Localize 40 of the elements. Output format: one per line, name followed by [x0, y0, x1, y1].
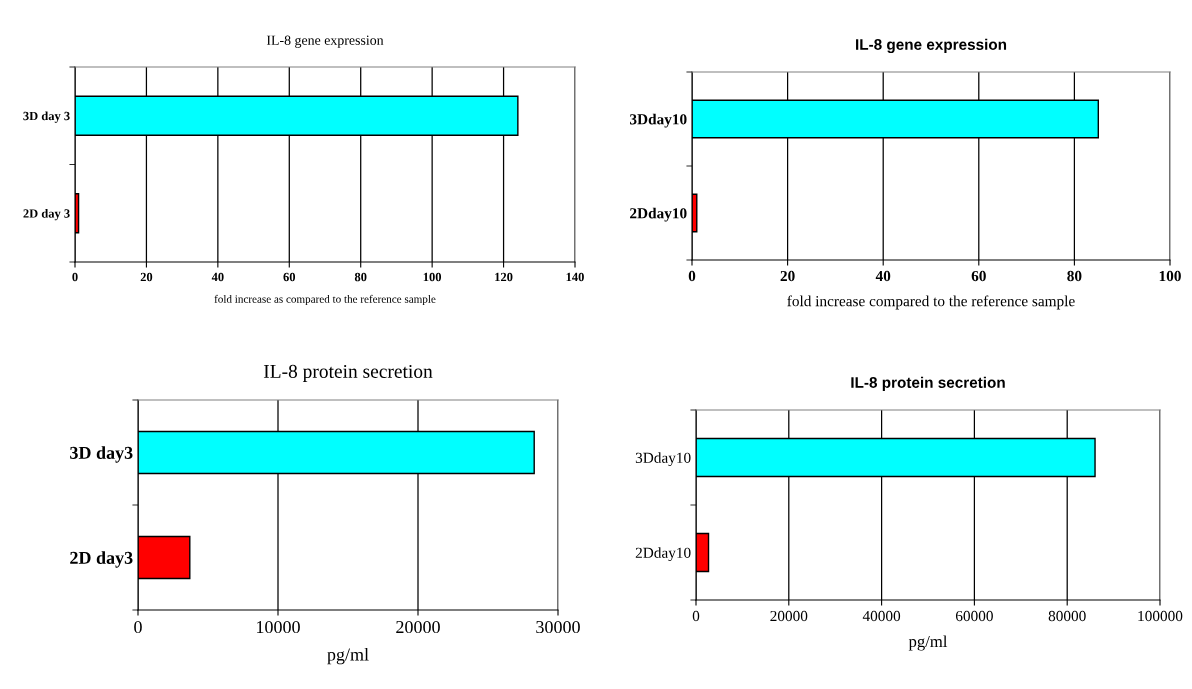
x-tick-label: 60000	[955, 610, 993, 622]
x-tick-label: 40	[875, 270, 891, 282]
x-tick-label: 20	[140, 272, 153, 282]
x-tick-label: 100	[423, 272, 442, 282]
y-tick-label: 3Dday10	[635, 452, 691, 467]
x-tick-label: 40	[211, 272, 224, 282]
x-tick-label: 140	[566, 272, 584, 282]
x-tick-label: 40000	[862, 610, 901, 622]
chart-title: IL-8 protein secretion	[263, 364, 433, 382]
y-tick-label: 3D day3	[70, 446, 133, 463]
x-axis-title: pg/ml	[327, 647, 369, 665]
x-tick-label: 10000	[257, 620, 300, 634]
x-tick-label: 0	[134, 620, 142, 634]
x-tick-label: 20000	[396, 620, 440, 634]
x-tick-label: 80	[354, 272, 367, 282]
chart-title: IL-8 gene expression	[266, 35, 384, 48]
y-tick-label: 2Dday10	[635, 547, 691, 562]
y-tick-label: 2D day 3	[23, 208, 70, 221]
x-tick-label: 0	[72, 272, 78, 282]
x-tick-label: 0	[692, 610, 700, 622]
x-tick-label: 100000	[1138, 610, 1183, 622]
y-tick-label: 2Dday10	[630, 207, 687, 222]
x-tick-label: 120	[495, 272, 513, 282]
x-axis-title: pg/ml	[908, 635, 948, 651]
x-tick-label: 30000	[536, 620, 580, 634]
chart-title: IL-8 gene expression	[856, 38, 1007, 54]
x-tick-label: 80000	[1048, 610, 1086, 622]
x-tick-label: 20000	[770, 610, 808, 622]
x-tick-label: 80	[1067, 270, 1082, 282]
x-axis-title: fold increase compared to the reference sample	[787, 295, 1075, 310]
y-tick-label: 3D day 3	[23, 111, 70, 123]
x-tick-label: 20	[780, 270, 795, 282]
chart-title: IL-8 protein secretion	[851, 376, 1005, 391]
y-tick-label: 2D day3	[70, 551, 133, 568]
x-tick-label: 100	[1159, 270, 1181, 282]
x-axis-title: fold increase as compared to the reference sample	[214, 294, 436, 306]
x-tick-label: 60	[283, 272, 296, 282]
y-tick-label: 3Dday10	[629, 113, 687, 128]
x-tick-label: 60	[971, 270, 986, 282]
x-tick-label: 0	[688, 270, 696, 282]
